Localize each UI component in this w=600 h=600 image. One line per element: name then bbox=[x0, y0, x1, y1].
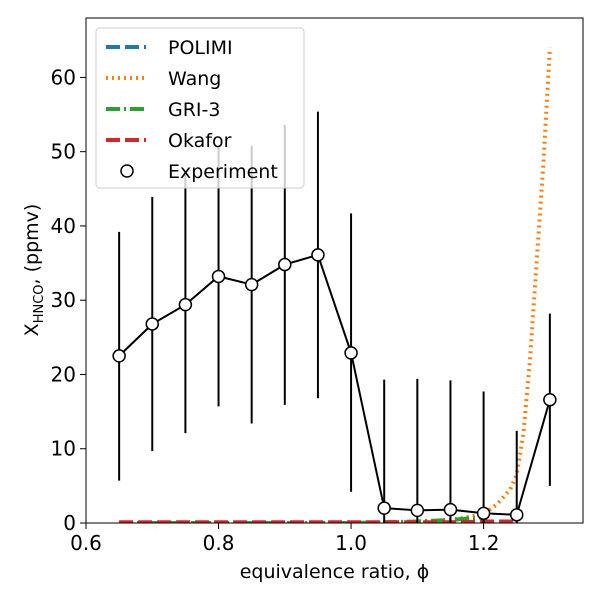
y-tick-label: 60 bbox=[51, 65, 76, 89]
data-point-experiment bbox=[278, 257, 292, 272]
legend-label-wang: Wang bbox=[168, 68, 221, 90]
data-point-experiment bbox=[476, 506, 491, 521]
y-tick-label: 0 bbox=[63, 511, 76, 535]
legend-label-okafor: Okafor bbox=[168, 130, 232, 152]
data-point-experiment bbox=[112, 349, 126, 363]
y-tick-label: 20 bbox=[51, 362, 76, 386]
plot-frame bbox=[85, 17, 584, 524]
data-point-experiment bbox=[344, 346, 358, 360]
data-point-experiment bbox=[509, 508, 524, 522]
y-axis-label-unit: , (ppmv) bbox=[21, 204, 43, 285]
data-point-experiment bbox=[211, 269, 226, 284]
x-tick-label: 0.8 bbox=[203, 531, 235, 555]
legend-marker-experiment bbox=[120, 164, 134, 178]
legend-label-polimi: POLIMI bbox=[168, 37, 233, 59]
data-point-experiment bbox=[443, 502, 458, 517]
data-point-experiment bbox=[244, 277, 259, 292]
data-point-experiment bbox=[543, 392, 557, 407]
legend-label-gri-3: GRI-3 bbox=[168, 99, 220, 121]
x-tick-label: 1.2 bbox=[468, 531, 500, 555]
legend-frame bbox=[95, 27, 305, 189]
y-tick-label: 40 bbox=[51, 214, 76, 238]
y-tick-label: 50 bbox=[51, 140, 76, 164]
y-axis-label-main: X bbox=[21, 323, 43, 336]
x-tick-label: 1.0 bbox=[335, 531, 367, 555]
data-point-experiment bbox=[145, 317, 160, 331]
data-point-experiment bbox=[178, 297, 193, 312]
data-point-experiment bbox=[377, 501, 391, 515]
legend-label-experiment: Experiment bbox=[168, 161, 278, 183]
data-point-experiment bbox=[311, 248, 325, 262]
y-axis-label-subscript: HNCO bbox=[32, 284, 47, 323]
legend: POLIMI Wang GRI-3 Okafor Experiment bbox=[95, 27, 305, 189]
x-tick-label: 0.6 bbox=[70, 531, 102, 555]
y-axis-label: XHNCO, (ppmv) bbox=[21, 204, 47, 337]
y-tick-label: 30 bbox=[51, 288, 76, 312]
data-point-experiment bbox=[410, 503, 425, 518]
x-axis-label: equivalence ratio, ϕ bbox=[240, 561, 430, 583]
y-tick-label: 10 bbox=[51, 437, 76, 461]
